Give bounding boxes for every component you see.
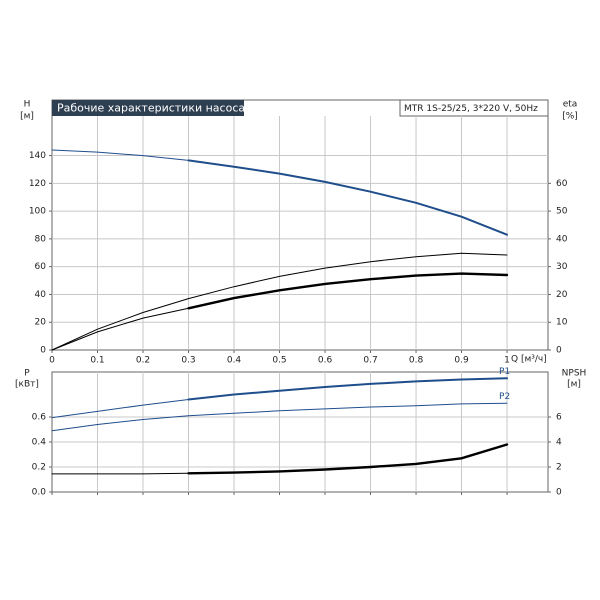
curve	[187, 159, 508, 236]
y2-unit: [м]	[567, 380, 581, 390]
x-tick-label: 0.5	[272, 356, 286, 366]
y-unit: [кВт]	[15, 380, 39, 390]
x-tick-label: 0.9	[454, 356, 469, 366]
model-box	[399, 99, 549, 117]
y2-tick-label: 0	[556, 346, 562, 356]
x-tick-label: 1	[504, 356, 510, 366]
y2-tick-label: 6	[556, 413, 562, 423]
y-tick-label: 0.0	[32, 488, 47, 498]
y2-label: NPSH	[562, 369, 587, 379]
top-panel	[51, 99, 549, 351]
x-label: Q [м³/ч]	[511, 355, 547, 365]
curve	[51, 307, 189, 351]
x-tick-label: 0.7	[363, 356, 377, 366]
curve	[187, 377, 508, 401]
y2-tick-label: 2	[556, 463, 562, 473]
y2-tick-label: 20	[556, 290, 568, 300]
y-label: P	[24, 369, 30, 379]
curve	[187, 443, 509, 475]
y-label: H	[24, 100, 31, 110]
y-unit: [м]	[20, 112, 34, 122]
curve	[187, 272, 509, 310]
curve	[51, 399, 189, 419]
y-tick-label: 60	[35, 262, 47, 272]
curve	[51, 472, 189, 475]
y2-tick-label: 4	[556, 438, 562, 448]
title-box	[52, 100, 244, 116]
y2-label: eta	[563, 100, 578, 110]
x-tick-label: 0	[49, 356, 55, 366]
y-tick-label: 0.4	[32, 438, 47, 448]
y-tick-label: 80	[35, 234, 47, 244]
y-tick-label: 0.6	[32, 413, 47, 423]
y-tick-label: 40	[35, 290, 47, 300]
curve-label: P2	[499, 392, 510, 402]
y-tick-label: 140	[29, 151, 46, 161]
bottom-panel	[51, 371, 549, 493]
y2-tick-label: 10	[556, 318, 568, 328]
curve	[51, 149, 189, 161]
y2-unit: [%]	[562, 112, 578, 122]
y-tick-label: 0	[40, 346, 46, 356]
y-tick-label: 0.2	[32, 463, 46, 473]
curve	[51, 252, 508, 351]
y-tick-label: 20	[35, 318, 47, 328]
y-tick-label: 120	[29, 179, 46, 189]
x-tick-label: 0.1	[90, 356, 104, 366]
y-tick-label: 100	[29, 207, 46, 217]
curve-label: P1	[499, 367, 510, 377]
y2-tick-label: 40	[556, 234, 568, 244]
y2-tick-label: 0	[556, 488, 562, 498]
curve	[51, 402, 508, 432]
y2-tick-label: 30	[556, 262, 568, 272]
chart-title: Рабочие характеристики насоса	[57, 102, 245, 115]
model-label: MTR 1S-25/25, 3*220 V, 50Hz	[404, 104, 538, 114]
y2-tick-label: 50	[556, 207, 568, 217]
x-tick-label: 0.4	[227, 356, 242, 366]
x-tick-label: 0.2	[136, 356, 150, 366]
x-tick-label: 0.6	[318, 356, 333, 366]
x-tick-label: 0.3	[181, 356, 195, 366]
x-tick-label: 0.8	[409, 356, 424, 366]
y2-tick-label: 60	[556, 179, 568, 189]
